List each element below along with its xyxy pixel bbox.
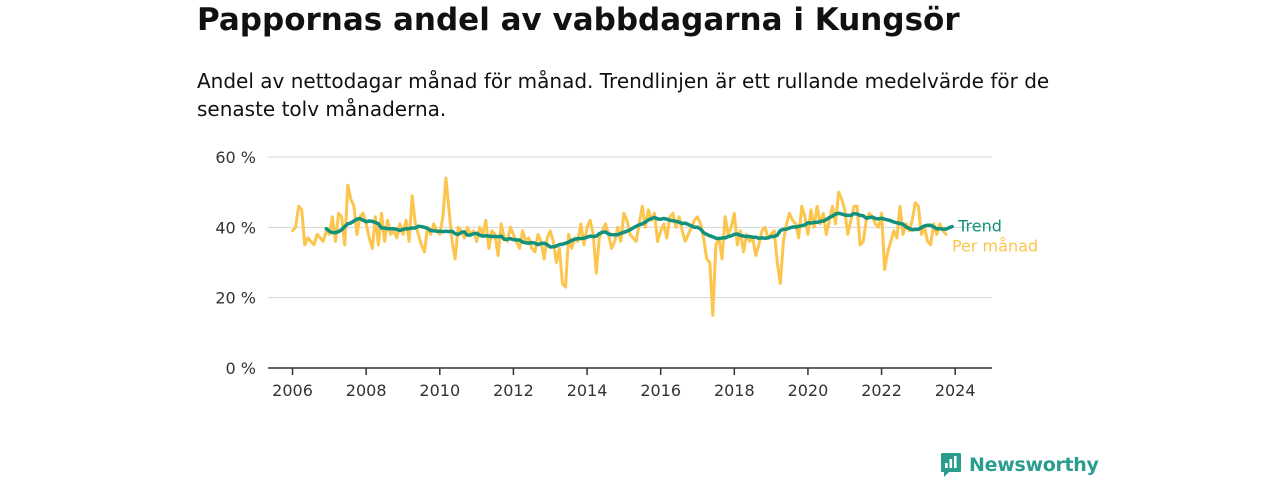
series [291,176,954,317]
y-tick-label: 40 % [215,218,256,237]
x-tick-label: 2022 [861,381,902,400]
trend-line [324,211,954,249]
monthly-line [291,176,948,317]
axes: 0 % 20 % 40 % 60 % 2006 2008 2010 2012 2014 2016 2… [215,148,992,400]
x-tick-label: 2010 [419,381,460,400]
monthly-series-label: Per månad [952,236,1038,255]
y-tick-label: 60 % [215,148,256,167]
x-tick-label: 2012 [493,381,534,400]
x-tick-label: 2024 [935,381,976,400]
x-tick-label: 2008 [346,381,387,400]
x-tick-label: 2018 [714,381,755,400]
chart-subtitle: Andel av nettodagar månad för månad. Tre… [197,69,1050,121]
trend-series-label: Trend [957,217,1002,236]
x-tick-label: 2006 [272,381,313,400]
chart-title: Pappornas andel av vabbdagarna i Kungsör [197,2,960,38]
brand-name: Newsworthy [969,454,1099,476]
newsworthy-logo-icon [941,453,961,477]
x-tick-label: 2020 [788,381,829,400]
brand-logo: Newsworthy [940,450,1099,480]
x-tick-label: 2016 [640,381,681,400]
line-chart: 0 % 20 % 40 % 60 % 2006 2008 2010 2012 2014 2016 2… [215,148,1038,400]
x-tick-label: 2014 [567,381,608,400]
y-tick-label: 20 % [215,289,256,308]
y-tick-label: 0 % [226,359,256,378]
